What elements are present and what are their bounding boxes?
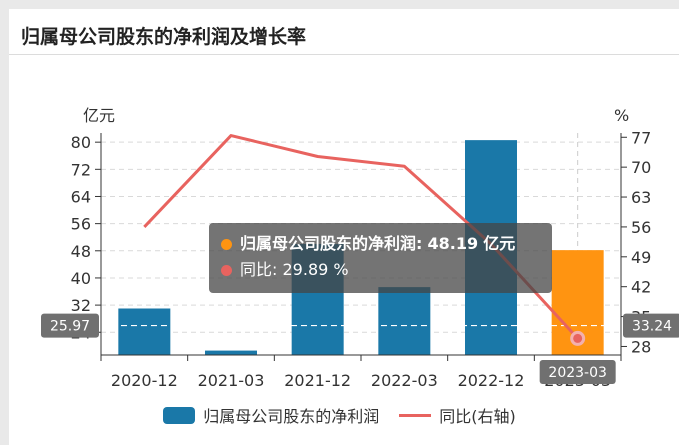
pointer-right-value-label: 33.24	[632, 319, 672, 335]
tooltip-row-profit: 归属母公司股东的净利润: 48.19 亿元	[221, 231, 540, 257]
bar-2021-03[interactable]	[205, 350, 257, 355]
y-right-tick-label: 49	[631, 248, 651, 267]
legend-bar-swatch-icon	[163, 406, 196, 424]
y-right-tick-label: 70	[631, 158, 651, 177]
legend-profit-label: 归属母公司股东的净利润	[203, 407, 380, 426]
legend-item-profit[interactable]: 归属母公司股东的净利润	[163, 403, 379, 427]
pointer-right-value-label-bg	[623, 313, 679, 338]
x-tick-label: 2021-12	[284, 371, 351, 390]
chart-legend: 归属母公司股东的净利润 同比(右轴)	[0, 401, 679, 429]
y-right-unit-label: %	[614, 106, 629, 125]
y-right-tick-label: 28	[631, 337, 651, 356]
pointer-left-value-label-bg	[41, 313, 99, 338]
legend-line-swatch-icon	[399, 413, 432, 417]
tooltip-yoy-value: 29.89	[282, 260, 329, 279]
y-left-tick-label: 40	[71, 269, 91, 288]
x-tick-label: 2021-03	[198, 371, 265, 390]
y-left-tick-label: 32	[71, 296, 91, 315]
tooltip-profit-value: 48.19	[427, 234, 479, 253]
chart-tooltip: 归属母公司股东的净利润: 48.19 亿元 同比: 29.89 %	[209, 223, 552, 293]
legend-item-yoy[interactable]: 同比(右轴)	[399, 403, 516, 427]
y-left-tick-label: 72	[71, 160, 91, 179]
x-tick-label: 2020-12	[111, 371, 178, 390]
y-left-tick-label: 56	[71, 215, 91, 234]
y-left-unit-label: 亿元	[83, 106, 115, 125]
legend-yoy-label: 同比(右轴)	[439, 407, 516, 426]
x-tick-label: 2022-12	[458, 371, 525, 390]
x-tick-label: 2022-03	[371, 371, 438, 390]
bar-2020-12[interactable]	[118, 308, 171, 355]
pointer-left-value-label: 25.97	[50, 319, 90, 335]
chart-title: 归属母公司股东的净利润及增长率	[21, 26, 307, 48]
y-right-tick-label: 77	[631, 128, 651, 147]
pointer-category-label-bg	[539, 360, 616, 384]
y-right-tick-label: 56	[631, 218, 651, 237]
tooltip-row-yoy: 同比: 29.89 %	[221, 257, 540, 283]
y-left-tick-label: 48	[71, 242, 91, 261]
y-left-tick-label: 64	[71, 187, 91, 206]
y-right-tick-label: 63	[631, 188, 651, 207]
tooltip-profit-unit: 亿元	[483, 234, 516, 253]
tooltip-yoy-dot-icon	[221, 265, 232, 276]
tooltip-profit-dot-icon	[221, 239, 232, 250]
bar-2022-03[interactable]	[378, 287, 431, 355]
pointer-category-label: 2023-03	[548, 365, 607, 381]
tooltip-yoy-label: 同比:	[240, 260, 278, 279]
card-header: 归属母公司股东的净利润及增长率	[9, 9, 679, 55]
yoy-point-2023-03	[570, 330, 586, 346]
tooltip-profit-label: 归属母公司股东的净利润:	[240, 234, 423, 253]
y-left-tick-label: 80	[71, 133, 91, 152]
tooltip-yoy-unit: %	[333, 260, 349, 279]
y-right-tick-label: 42	[631, 278, 651, 297]
